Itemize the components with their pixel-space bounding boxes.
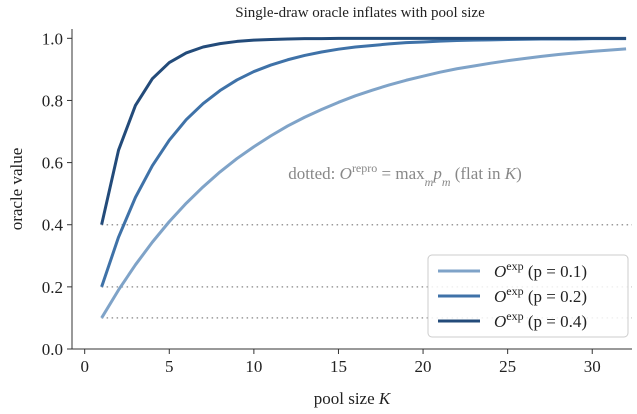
x-tick-label: 10 <box>245 357 262 376</box>
x-tick-label: 20 <box>415 357 432 376</box>
legend-box <box>427 254 629 338</box>
y-tick-label: 0.0 <box>42 340 63 359</box>
x-tick-label: 5 <box>165 357 174 376</box>
x-axis-label: pool size K <box>314 389 392 408</box>
line-series <box>100 36 627 226</box>
x-tick-label: 25 <box>499 357 516 376</box>
x-tick-label: 0 <box>80 357 89 376</box>
x-tick-label: 15 <box>330 357 347 376</box>
y-tick-label: 0.2 <box>42 278 63 297</box>
legend-label: Oexp (p = 0.4) <box>494 309 587 331</box>
y-tick-label: 0.8 <box>42 91 63 110</box>
chart-title: Single-draw oracle inflates with pool si… <box>235 5 485 21</box>
y-tick-label: 0.4 <box>42 216 64 235</box>
y-axis-label: oracle value <box>7 148 26 231</box>
y-tick-label: 1.0 <box>42 29 63 48</box>
line-series <box>100 47 627 319</box>
legend-label: Oexp (p = 0.1) <box>494 259 587 281</box>
y-tick-label: 0.6 <box>42 154 63 173</box>
x-tick-label: 30 <box>584 357 601 376</box>
annotation: dotted: Orepro​ = maxm​pm​ (flat in K) <box>288 161 522 189</box>
legend-label: Oexp (p = 0.2) <box>494 284 587 306</box>
